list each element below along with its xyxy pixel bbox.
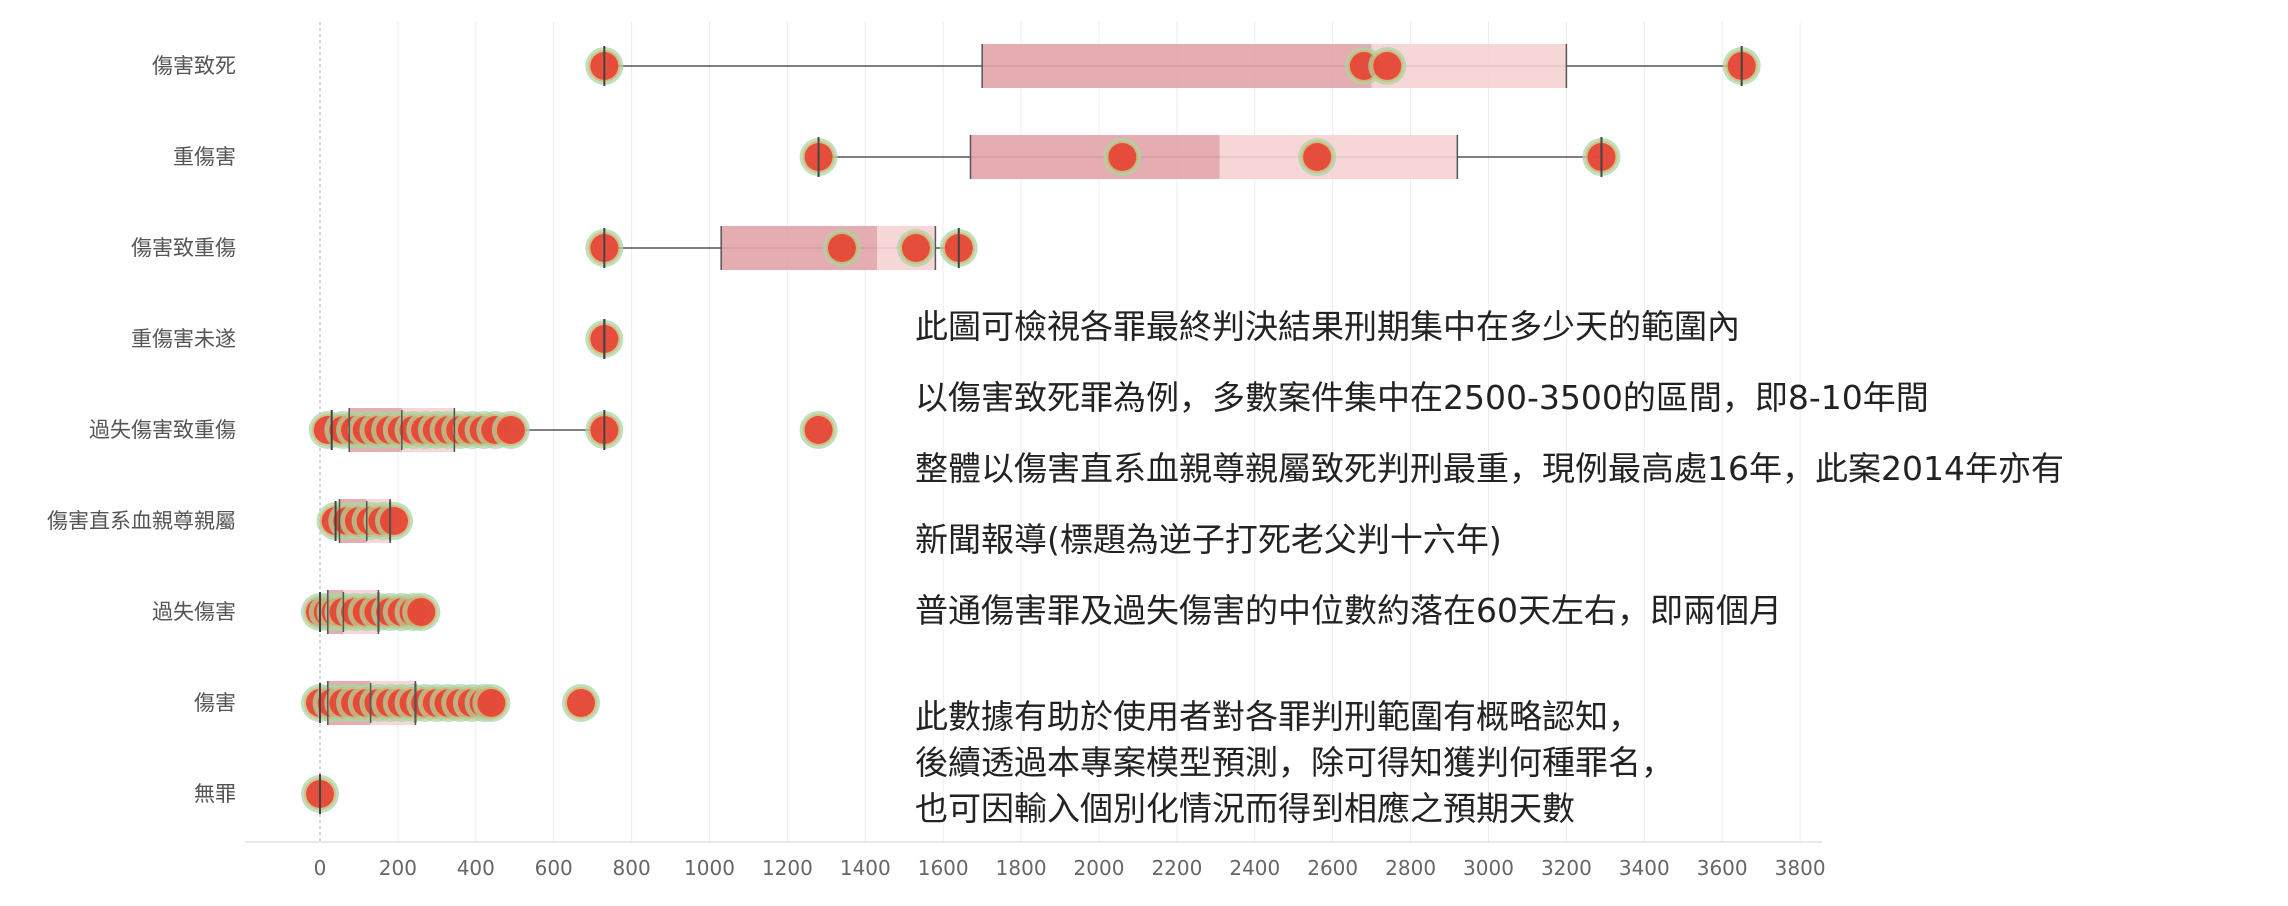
category-label: 無罪 bbox=[194, 782, 236, 806]
box-plot-group bbox=[818, 135, 1602, 179]
annotation-line: 後續透過本專案模型預測，除可得知獲判何種罪名， bbox=[915, 743, 1674, 782]
category-label: 重傷害未遂 bbox=[131, 327, 236, 351]
x-tick-label: 800 bbox=[613, 856, 651, 880]
x-tick-label: 3800 bbox=[1775, 856, 1826, 880]
annotation-line: 也可因輸入個別化情況而得到相應之預期天數 bbox=[915, 789, 1575, 828]
category-label: 傷害直系血親尊親屬 bbox=[47, 509, 236, 533]
data-point bbox=[472, 684, 511, 722]
data-point-dot bbox=[901, 234, 930, 262]
x-tick-label: 2400 bbox=[1229, 856, 1280, 880]
x-tick-label: 2200 bbox=[1151, 856, 1202, 880]
annotation-line: 此數據有助於使用者對各罪判刑範圍有概略認知， bbox=[915, 697, 1641, 736]
box-lower-half bbox=[970, 135, 1220, 179]
data-point-dot bbox=[496, 416, 525, 444]
x-tick-label: 1200 bbox=[762, 856, 813, 880]
data-point-dot bbox=[827, 234, 856, 262]
annotation-line: 普通傷害罪及過失傷害的中位數約落在60天左右，即兩個月 bbox=[915, 591, 1782, 630]
data-point bbox=[491, 411, 530, 449]
x-tick-label: 3400 bbox=[1619, 856, 1670, 880]
data-point bbox=[822, 229, 861, 267]
x-tick-label: 1000 bbox=[684, 856, 735, 880]
data-point bbox=[561, 684, 600, 722]
box-lower-half bbox=[982, 44, 1372, 88]
data-point bbox=[402, 593, 441, 631]
data-point bbox=[1368, 47, 1407, 85]
category-label: 傷害 bbox=[194, 691, 236, 715]
box-upper-half bbox=[1219, 135, 1458, 179]
data-point bbox=[1298, 138, 1337, 176]
category-label: 傷害致重傷 bbox=[131, 236, 236, 260]
x-tick-label: 1600 bbox=[918, 856, 969, 880]
data-point-dot bbox=[477, 689, 506, 717]
x-tick-label: 400 bbox=[457, 856, 495, 880]
x-tick-label: 200 bbox=[379, 856, 417, 880]
x-tick-label: 3600 bbox=[1697, 856, 1748, 880]
category-label: 過失傷害 bbox=[152, 600, 236, 624]
data-point bbox=[375, 502, 414, 540]
category-label: 傷害致死 bbox=[152, 54, 236, 78]
x-tick-label: 2000 bbox=[1074, 856, 1125, 880]
category-label: 重傷害 bbox=[173, 145, 236, 169]
x-tick-label: 1800 bbox=[996, 856, 1047, 880]
point-layer bbox=[301, 46, 1761, 814]
x-tick-label: 1400 bbox=[840, 856, 891, 880]
x-tick-label: 3200 bbox=[1541, 856, 1592, 880]
data-point bbox=[896, 229, 935, 267]
data-point-dot bbox=[1108, 143, 1137, 171]
data-point-dot bbox=[804, 416, 833, 444]
x-tick-label: 3000 bbox=[1463, 856, 1514, 880]
annotation-line: 新聞報導(標題為逆子打死老父判十六年) bbox=[915, 520, 1502, 559]
annotation-line: 此圖可檢視各罪最終判決結果刑期集中在多少天的範圍內 bbox=[915, 307, 1740, 346]
data-point-dot bbox=[1303, 143, 1332, 171]
annotation-line: 以傷害致死罪為例，多數案件集中在2500-3500的區間，即8-10年間 bbox=[915, 378, 1929, 417]
x-tick-label: 600 bbox=[535, 856, 573, 880]
data-point-dot bbox=[1373, 52, 1402, 80]
box-plot-group bbox=[604, 44, 1742, 88]
annotation-line: 整體以傷害直系血親尊親屬致死判刑最重，現例最高處16年，此案2014年亦有 bbox=[915, 449, 2064, 488]
x-tick-label: 0 bbox=[314, 856, 327, 880]
x-tick-label: 2800 bbox=[1385, 856, 1436, 880]
x-tick-label: 2600 bbox=[1307, 856, 1358, 880]
label-layer: 0 200 400 600 800 1000 1200 1400 1600 1800 2000 220… bbox=[47, 54, 1826, 880]
data-point bbox=[799, 411, 838, 449]
data-point-dot bbox=[407, 598, 436, 626]
data-point-dot bbox=[380, 507, 409, 535]
category-label: 過失傷害致重傷 bbox=[89, 418, 236, 442]
data-point bbox=[1103, 138, 1142, 176]
data-point-dot bbox=[566, 689, 595, 717]
